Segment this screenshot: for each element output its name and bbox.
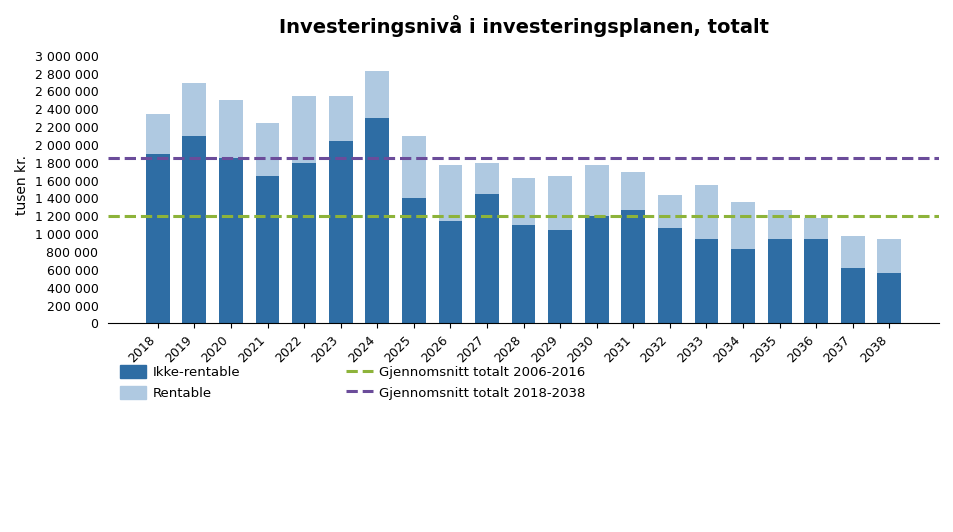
Bar (877, 273, 901, 323)
Bar (584, 217, 608, 323)
Bar (840, 236, 863, 268)
Bar (730, 250, 754, 323)
Bar (365, 71, 389, 118)
Bar (803, 239, 827, 323)
Bar (730, 202, 754, 250)
Bar (329, 96, 353, 140)
Bar (548, 176, 572, 230)
Bar (329, 140, 353, 323)
Bar (475, 194, 498, 323)
Bar (620, 210, 644, 323)
Bar (548, 230, 572, 323)
Bar (292, 96, 315, 163)
Bar (767, 239, 791, 323)
Bar (584, 164, 608, 217)
Bar (292, 163, 315, 323)
Y-axis label: tusen kr.: tusen kr. (15, 155, 29, 215)
Bar (511, 178, 535, 225)
Bar (401, 136, 425, 198)
Bar (401, 198, 425, 323)
Bar (658, 228, 681, 323)
Bar (620, 172, 644, 210)
Bar (365, 118, 389, 323)
Bar (182, 136, 206, 323)
Bar (255, 123, 279, 176)
Bar (255, 176, 279, 323)
Bar (840, 268, 863, 323)
Bar (182, 82, 206, 136)
Bar (146, 114, 170, 154)
Title: Investeringsnivå i investeringsplanen, totalt: Investeringsnivå i investeringsplanen, t… (278, 15, 768, 37)
Bar (219, 159, 243, 323)
Bar (694, 185, 718, 239)
Bar (658, 195, 681, 228)
Bar (511, 225, 535, 323)
Bar (803, 218, 827, 239)
Bar (146, 154, 170, 323)
Bar (438, 165, 462, 221)
Legend: Ikke-rentable, Rentable, Gjennomsnitt totalt 2006-2016, Gjennomsnitt totalt 2018: Ikke-rentable, Rentable, Gjennomsnitt to… (114, 360, 590, 405)
Bar (219, 101, 243, 159)
Bar (877, 239, 901, 273)
Bar (694, 239, 718, 323)
Bar (475, 163, 498, 194)
Bar (767, 210, 791, 239)
Bar (438, 221, 462, 323)
